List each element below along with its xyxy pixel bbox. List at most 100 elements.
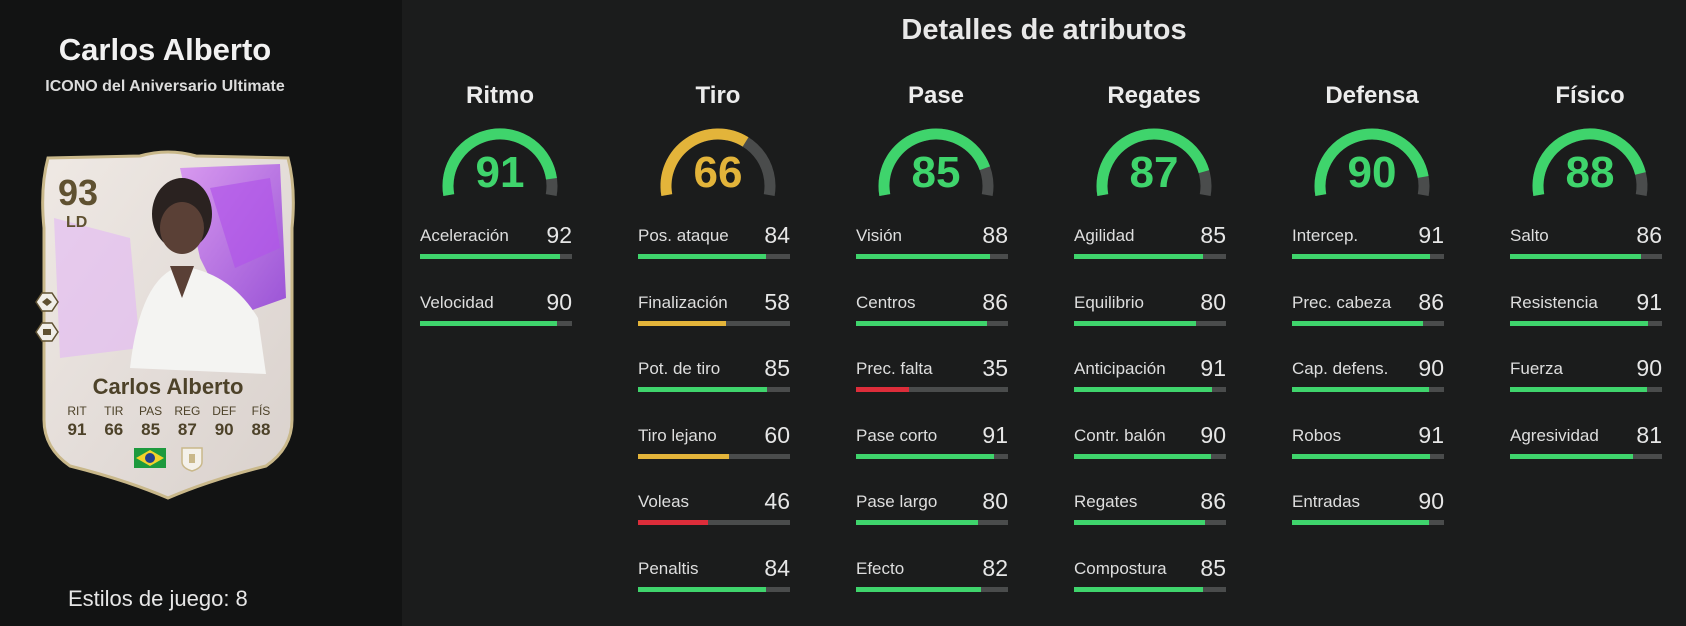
category-value: 66 (693, 148, 743, 197)
attribute-bar (638, 254, 790, 259)
attribute-value: 58 (764, 288, 790, 315)
attribute-row: Pase corto 91 (856, 418, 1016, 485)
attribute-bar (1292, 387, 1444, 392)
gauge-fill (1532, 128, 1646, 196)
gauge-fill (1096, 128, 1210, 196)
attribute-bar-fill (1292, 520, 1429, 525)
attribute-label: Pos. ataque (638, 226, 729, 245)
attribute-row: Salto 86 (1510, 218, 1670, 285)
attribute-bar-fill (1510, 254, 1641, 259)
card-stat: RIT 91 (60, 404, 94, 440)
attribute-bar-fill (1074, 254, 1204, 259)
attribute-row: Intercep. 91 (1292, 218, 1452, 285)
attribute-bar-fill (638, 586, 766, 592)
attribute-bar (1292, 520, 1444, 525)
attribute-bar-fill (1074, 520, 1205, 525)
category-gauge (878, 128, 994, 196)
attribute-row: Pase largo 80 (856, 484, 1016, 551)
attribute-value: 85 (1200, 222, 1226, 248)
category-name: Físico (1555, 82, 1625, 109)
category-value: 90 (1347, 148, 1397, 197)
attribute-label: Compostura (1074, 558, 1167, 578)
attribute-value: 88 (982, 222, 1008, 248)
attribute-bar (1510, 453, 1662, 459)
attribute-row: Compostura 85 (1074, 551, 1234, 618)
attribute-label: Pot. de tiro (638, 359, 721, 378)
attribute-bar-fill (856, 254, 990, 259)
attribute-bar (638, 387, 790, 392)
card-player-name: Carlos Alberto (92, 374, 244, 399)
category-name: Defensa (1325, 82, 1419, 109)
card-stat: FÍS 88 (244, 404, 278, 440)
attribute-bar-fill (638, 520, 708, 525)
attribute-value: 86 (1418, 288, 1444, 315)
category-gauge (1096, 128, 1212, 196)
attribute-value: 90 (1636, 355, 1662, 381)
attribute-value: 91 (1418, 421, 1444, 448)
attribute-bar (638, 453, 790, 459)
card-stat-label: DEF (212, 404, 237, 418)
card-stat-value: 88 (251, 420, 271, 439)
attribute-row: Agresividad 81 (1510, 418, 1670, 485)
playstyle-chip-icon (35, 292, 59, 312)
attribute-label: Efecto (856, 558, 905, 578)
attribute-label: Centros (856, 292, 916, 312)
attribute-row: Efecto 82 (856, 551, 1016, 618)
attribute-bar-fill (420, 254, 560, 259)
attribute-bar-fill (638, 453, 730, 459)
attribute-label: Pase corto (856, 425, 938, 445)
attribute-bar (1074, 520, 1226, 525)
attribute-row: Aceleración 92 (420, 218, 580, 285)
attribute-value: 86 (1200, 488, 1226, 514)
card-stat: REG 87 (170, 404, 204, 440)
attribute-value: 82 (982, 554, 1008, 581)
attribute-row: Prec. falta 35 (856, 351, 1016, 418)
attribute-row: Penaltis 84 (638, 551, 798, 618)
attribute-value: 90 (1418, 488, 1444, 514)
player-card[interactable]: 93 LD Carlos Alberto RIT 91 TIR 66 PAS 85 REG 8… (30, 148, 306, 500)
attribute-label: Equilibrio (1074, 292, 1144, 312)
attribute-bar-fill (1074, 320, 1196, 326)
category-gauge (1532, 128, 1648, 196)
attribute-row: Cap. defens. 90 (1292, 351, 1452, 418)
category-value: 87 (1129, 148, 1179, 197)
attribute-value: 84 (764, 222, 790, 248)
attribute-bar-fill (1510, 320, 1649, 326)
attribute-bar (1510, 254, 1662, 259)
attribute-label: Finalización (638, 292, 728, 312)
category-gauge (1314, 128, 1430, 196)
attribute-label: Cap. defens. (1292, 359, 1389, 378)
attribute-label: Pase largo (856, 492, 938, 511)
attribute-label: Tiro lejano (638, 425, 717, 445)
attribute-value: 86 (982, 288, 1008, 315)
attribute-bar-fill (420, 320, 557, 326)
attribute-bar-fill (1292, 453, 1431, 459)
card-stat-value: 66 (104, 420, 124, 439)
attribute-bar (1074, 453, 1226, 459)
attribute-value: 86 (1636, 222, 1662, 248)
attribute-bar (638, 520, 790, 525)
attribute-bar (856, 254, 1008, 259)
attribute-list: Aceleración 92 Velocidad 90 (420, 218, 580, 351)
card-stat-value: 91 (67, 420, 87, 439)
card-stat-label: FÍS (251, 404, 271, 418)
attribute-value: 80 (982, 488, 1008, 514)
attributes-title: Detalles de atributos (901, 14, 1187, 46)
attribute-bar (856, 387, 1008, 392)
attribute-row: Tiro lejano 60 (638, 418, 798, 485)
attribute-label: Aceleración (420, 226, 509, 245)
category-gauge (442, 128, 558, 196)
attribute-value: 91 (1636, 288, 1662, 315)
attribute-list: Visión 88 Centros 86 Prec. falta 35 Pase corto… (856, 218, 1016, 617)
attribute-label: Visión (856, 226, 902, 245)
attribute-value: 35 (982, 355, 1008, 381)
attribute-value: 85 (1200, 554, 1226, 581)
attribute-bar-fill (856, 387, 910, 392)
category-value: 88 (1565, 148, 1615, 197)
attribute-row: Prec. cabeza 86 (1292, 285, 1452, 352)
card-rating: 93 (58, 172, 99, 213)
attribute-bar-fill (1074, 453, 1211, 459)
attribute-bar-fill (1292, 387, 1429, 392)
card-background (41, 150, 295, 500)
attribute-bar (1510, 320, 1662, 326)
